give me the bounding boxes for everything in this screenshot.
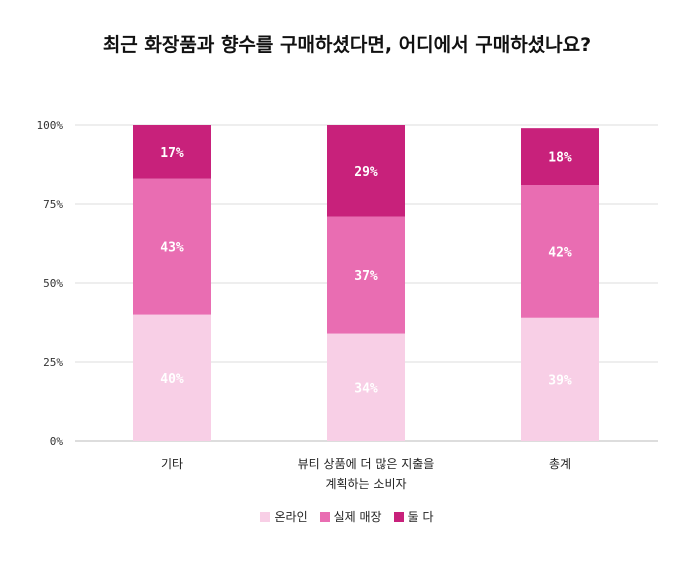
bar-segment [327, 125, 405, 217]
category-labels: 기타 뷰티 상품에 더 많은 지출을 계획하는 소비자 총계 [161, 457, 571, 491]
legend-swatch [319, 511, 330, 522]
data-label: 34% [354, 381, 378, 396]
y-tick-label: 50% [43, 277, 63, 290]
legend-label: 온라인 [274, 510, 308, 524]
bar-segment [521, 317, 599, 441]
legend-label: 실제 매장 [333, 510, 382, 524]
bar-segment [327, 333, 405, 441]
bar-segment [521, 185, 599, 318]
legend-swatch [260, 511, 271, 522]
data-label: 37% [354, 269, 378, 284]
y-tick-label: 25% [43, 356, 63, 369]
data-label: 42% [548, 245, 572, 260]
data-labels: 40% 43% 17% 34% 37% 29% 39% 42% 18% [160, 146, 572, 396]
bar-segment [133, 125, 211, 179]
data-label: 17% [160, 146, 184, 161]
category-label: 총계 [549, 457, 571, 471]
legend-swatch [393, 511, 404, 522]
category-label: 기타 [161, 457, 183, 471]
data-label: 29% [354, 165, 378, 180]
legend-item: 온라인 [260, 508, 308, 525]
bars [133, 125, 599, 441]
data-label: 43% [160, 241, 184, 256]
data-label: 18% [548, 151, 572, 166]
bar-segment [521, 128, 599, 186]
y-tick-labels: 0% 25% 50% 75% 100% [37, 119, 64, 448]
bar-segment [133, 314, 211, 441]
legend-item: 실제 매장 [319, 508, 382, 525]
bar-segment [327, 216, 405, 334]
y-tick-label: 100% [37, 119, 64, 132]
legend: 온라인 실제 매장 둘 다 [0, 508, 694, 525]
legend-label: 둘 다 [407, 510, 434, 524]
legend-item: 둘 다 [393, 508, 434, 525]
data-label: 39% [548, 373, 572, 388]
bar-segment [133, 178, 211, 315]
data-label: 40% [160, 372, 184, 387]
y-tick-label: 75% [43, 198, 63, 211]
chart-plot: 0% 25% 50% 75% 100% 40% 43% 17% 34% 37% 29% 39% 42%… [37, 119, 658, 491]
y-tick-label: 0% [50, 435, 64, 448]
chart-title: 최근 화장품과 향수를 구매하셨다면, 어디에서 구매하셨나요? [102, 34, 592, 56]
category-label: 뷰티 상품에 더 많은 지출을 계획하는 소비자 [298, 457, 435, 491]
